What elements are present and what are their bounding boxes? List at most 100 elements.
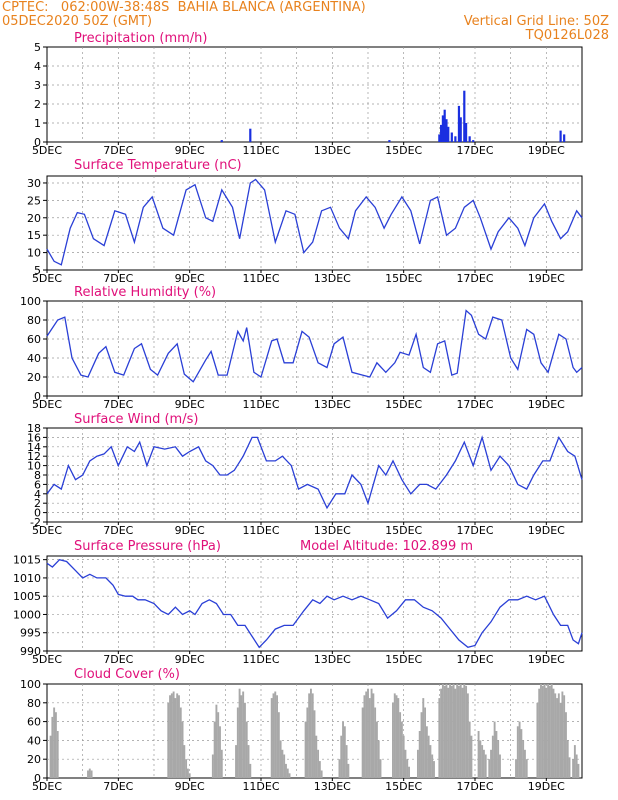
cloud-cover-bar xyxy=(481,745,484,778)
cloud-cover-bar xyxy=(51,716,54,778)
cloud-cover-bar xyxy=(520,729,523,778)
precipitation-ytick-label: 3 xyxy=(34,79,41,92)
cloud-cover-bar xyxy=(400,721,403,778)
cloud-cover-bar xyxy=(286,768,289,778)
cloud-cover-bar xyxy=(276,695,278,778)
cloud-cover-bar xyxy=(285,763,287,778)
cloud-cover-xtick-label: 17DEC xyxy=(456,780,493,793)
cloud-cover-bar xyxy=(309,688,312,778)
header-datetime: 05DEC2020 50Z (GMT) xyxy=(2,14,153,29)
cloud-cover-bar xyxy=(170,693,173,778)
cloud-cover-bar xyxy=(563,695,566,778)
cloud-cover-bar xyxy=(181,721,184,778)
temperature-xtick-label: 7DEC xyxy=(103,272,133,285)
cloud-cover-bar xyxy=(244,702,246,778)
cloud-cover-bar xyxy=(90,770,93,778)
wind-ytick-label: 8 xyxy=(34,469,41,482)
cloud-cover-bar xyxy=(441,684,444,778)
humidity-title: Relative Humidity (%) xyxy=(74,285,216,300)
cloud-cover-xtick-label: 9DEC xyxy=(175,780,205,793)
pressure-ytick-label: 1010 xyxy=(13,572,41,585)
pressure-xtick-label: 5DEC xyxy=(32,653,62,666)
temperature-ytick-label: 30 xyxy=(27,177,41,190)
cloud-cover-bar xyxy=(238,688,241,778)
cloud-cover-bar xyxy=(374,707,377,778)
cloud-cover-bar xyxy=(429,745,432,778)
cloud-cover-bar xyxy=(49,735,52,778)
wind-xtick-label: 19DEC xyxy=(528,524,565,537)
humidity-ytick-label: 60 xyxy=(27,333,41,346)
cloud-cover-bar xyxy=(167,702,170,778)
wind-ytick-label: 2 xyxy=(34,497,41,510)
cloud-cover-bar xyxy=(397,698,400,778)
cloud-cover-bar xyxy=(375,721,378,778)
humidity-xtick-label: 9DEC xyxy=(175,398,205,411)
cloud-cover-bar xyxy=(525,759,528,778)
precipitation-ytick-label: 1 xyxy=(34,117,41,130)
wind-xtick-label: 5DEC xyxy=(32,524,62,537)
cloud-cover-bar xyxy=(499,754,501,778)
precipitation-bar xyxy=(440,124,443,142)
precipitation-ytick-label: 4 xyxy=(34,60,41,73)
cloud-cover-bar xyxy=(365,691,368,778)
cloud-cover-bar xyxy=(449,684,451,778)
humidity-ytick-label: 40 xyxy=(27,352,41,365)
precipitation-title: Precipitation (mm/h) xyxy=(74,31,207,46)
wind-ytick-label: 0 xyxy=(34,507,41,520)
cloud-cover-bar xyxy=(427,735,430,778)
wind-xtick-label: 13DEC xyxy=(314,524,351,537)
precipitation-bar xyxy=(249,128,252,142)
humidity-xtick-label: 17DEC xyxy=(456,398,493,411)
wind-ytick-label: 18 xyxy=(27,422,41,435)
precipitation-bar xyxy=(447,126,450,142)
wind-ytick-label: 14 xyxy=(27,441,41,454)
precipitation-bar xyxy=(563,134,566,142)
cloud-cover-bar xyxy=(458,685,460,778)
cloud-cover-xtick-label: 19DEC xyxy=(528,780,565,793)
cloud-cover-xtick-label: 7DEC xyxy=(103,780,133,793)
humidity-xtick-label: 19DEC xyxy=(528,398,565,411)
precipitation-bar xyxy=(450,132,453,142)
cloud-cover-bar xyxy=(361,707,364,778)
cloud-cover-bar xyxy=(343,726,346,778)
cloud-cover-bar xyxy=(211,754,214,778)
precipitation-ytick-label: 2 xyxy=(34,98,41,111)
cloud-cover-bar xyxy=(554,693,557,778)
cloud-cover-bar xyxy=(495,731,498,778)
cloud-cover-bar xyxy=(172,691,175,778)
cloud-cover-bar xyxy=(236,707,239,778)
humidity-ytick-label: 20 xyxy=(27,371,41,384)
cloud-cover-bar xyxy=(440,688,443,778)
cloud-cover-ytick-label: 0 xyxy=(34,772,41,785)
cloud-cover-bar xyxy=(270,698,273,778)
cloud-cover-bar xyxy=(56,731,59,778)
cloud-cover-bar xyxy=(420,712,423,778)
temperature-frame xyxy=(46,175,583,271)
cloud-cover-bar xyxy=(367,688,369,778)
precipitation-ytick-label: 0 xyxy=(34,136,41,149)
precipitation-xtick-label: 13DEC xyxy=(314,144,351,157)
precipitation-bar xyxy=(464,123,468,142)
cloud-cover-bar xyxy=(454,688,457,778)
cloud-cover-bar xyxy=(288,773,291,778)
temperature-xtick-label: 9DEC xyxy=(175,272,205,285)
cloud-cover-bar xyxy=(490,749,492,778)
cloud-cover-bar xyxy=(183,745,186,778)
cloud-cover-bar xyxy=(516,726,519,778)
wind-title: Surface Wind (m/s) xyxy=(74,412,198,427)
pressure-ytick-label: 1015 xyxy=(13,554,41,567)
precipitation-bar xyxy=(472,140,475,142)
cloud-cover-bar xyxy=(347,763,350,778)
cloud-cover-bar xyxy=(247,745,250,778)
cloud-cover-bar xyxy=(552,688,555,778)
cloud-cover-bar xyxy=(53,707,56,778)
cloud-cover-xtick-label: 13DEC xyxy=(314,780,351,793)
cloud-cover-bar xyxy=(370,688,373,778)
precipitation-xtick-label: 5DEC xyxy=(32,144,62,157)
cloud-cover-bar xyxy=(422,698,425,778)
temperature-ytick-label: 15 xyxy=(27,229,41,242)
humidity-xtick-label: 5DEC xyxy=(32,398,62,411)
humidity-xtick-label: 15DEC xyxy=(385,398,422,411)
cloud-cover-bar xyxy=(536,702,539,778)
cloud-cover-bar xyxy=(497,740,500,778)
